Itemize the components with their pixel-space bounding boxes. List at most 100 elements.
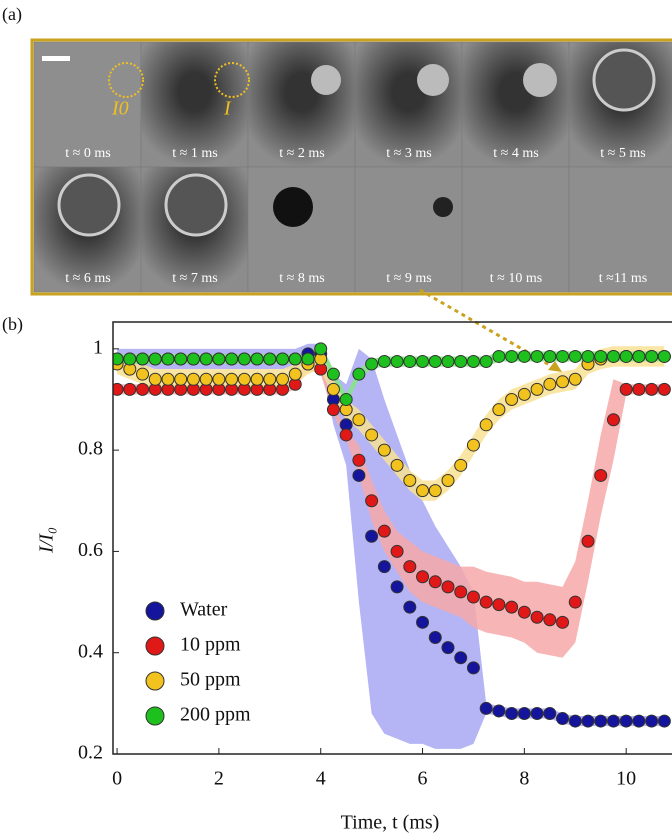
data-point	[186, 352, 200, 366]
data-point	[657, 349, 671, 363]
data-point	[657, 714, 671, 728]
data-point	[619, 349, 633, 363]
legend-marker	[145, 601, 165, 621]
x-tick-label: 2	[214, 768, 224, 790]
data-point	[505, 349, 519, 363]
x-tick-label: 0	[112, 768, 122, 790]
data-point	[416, 570, 430, 584]
data-point	[441, 355, 455, 369]
y-tick-label: 0.8	[78, 438, 103, 460]
data-point	[416, 484, 430, 498]
data-point	[568, 714, 582, 728]
data-point	[123, 382, 137, 396]
data-point	[352, 453, 366, 467]
data-point	[326, 382, 340, 396]
data-point	[390, 458, 404, 472]
data-point	[352, 468, 366, 482]
data-point	[365, 529, 379, 543]
data-point	[454, 458, 468, 472]
data-point	[505, 600, 519, 614]
data-point	[136, 382, 150, 396]
scale-bar	[42, 56, 70, 61]
data-point	[250, 352, 264, 366]
data-point	[123, 352, 137, 366]
data-point	[377, 524, 391, 538]
data-point	[454, 355, 468, 369]
data-point	[505, 392, 519, 406]
data-point	[606, 413, 620, 427]
data-point	[543, 349, 557, 363]
data-point	[148, 372, 162, 386]
data-point	[466, 661, 480, 675]
data-point	[352, 367, 366, 381]
data-point	[530, 382, 544, 396]
data-point	[339, 392, 353, 406]
data-point	[148, 352, 162, 366]
x-tick-label: 10	[616, 768, 636, 790]
frame-time-label: t ≈ 10 ms	[490, 271, 542, 286]
data-point	[530, 610, 544, 624]
data-point	[657, 382, 671, 396]
arrow-head	[548, 361, 562, 372]
data-point	[632, 382, 646, 396]
data-point	[479, 595, 493, 609]
data-point	[517, 349, 531, 363]
error-band	[117, 358, 665, 658]
data-point	[390, 355, 404, 369]
legend-marker	[145, 671, 165, 691]
data-point	[606, 714, 620, 728]
legend: Water 10 ppm 50 ppm 200 ppm	[145, 599, 251, 726]
data-point	[645, 382, 659, 396]
data-point	[556, 615, 570, 629]
data-point	[377, 560, 391, 574]
droplet	[592, 48, 656, 112]
roi	[214, 62, 250, 98]
data-point	[479, 701, 493, 715]
data-point	[441, 474, 455, 488]
data-point	[492, 403, 506, 417]
frame-time-label: t ≈ 3 ms	[386, 146, 431, 161]
data-point	[517, 387, 531, 401]
x-tick-label: 6	[418, 768, 428, 790]
axes: 0.20.40.60.810 2 4 6 8 10	[78, 321, 672, 790]
data-point	[377, 443, 391, 457]
data-point	[416, 615, 430, 629]
data-point	[212, 372, 226, 386]
image-cell	[354, 41, 463, 168]
frame-time-label: t ≈11 ms	[599, 271, 647, 286]
y-tick-label: 0.6	[78, 539, 103, 561]
data-point	[365, 357, 379, 371]
data-point	[428, 575, 442, 589]
data-point	[212, 352, 226, 366]
data-point	[454, 651, 468, 665]
frame-label: I	[223, 98, 232, 120]
data-point	[568, 372, 582, 386]
data-point	[645, 714, 659, 728]
data-point	[543, 377, 557, 391]
data-point	[632, 349, 646, 363]
data-point	[276, 352, 290, 366]
data-point	[403, 355, 417, 369]
data-point	[556, 375, 570, 389]
data-point	[199, 352, 213, 366]
data-point	[581, 534, 595, 548]
data-point	[225, 372, 239, 386]
legend-label: 50 ppm	[180, 669, 241, 691]
x-tick-label: 8	[519, 768, 529, 790]
frame-time-label: t ≈ 4 ms	[493, 146, 538, 161]
data-point	[365, 494, 379, 508]
y-tick-label: 0.2	[78, 742, 103, 764]
data-point	[186, 372, 200, 386]
frame-time-label: t ≈ 8 ms	[279, 271, 324, 286]
data-point	[263, 352, 277, 366]
data-point	[237, 372, 251, 386]
data-point	[581, 714, 595, 728]
legend-label: 10 ppm	[180, 634, 241, 656]
data-point	[594, 714, 608, 728]
data-point	[581, 349, 595, 363]
data-point	[556, 349, 570, 363]
y-tick-label: 1	[93, 336, 103, 358]
data-point	[492, 704, 506, 718]
panel-label: (b)	[2, 314, 23, 335]
image-strip: t ≈ 0 ms t ≈ 1 ms t ≈ 2 ms t ≈ 3 ms t ≈ 4 ms…	[33, 41, 672, 293]
